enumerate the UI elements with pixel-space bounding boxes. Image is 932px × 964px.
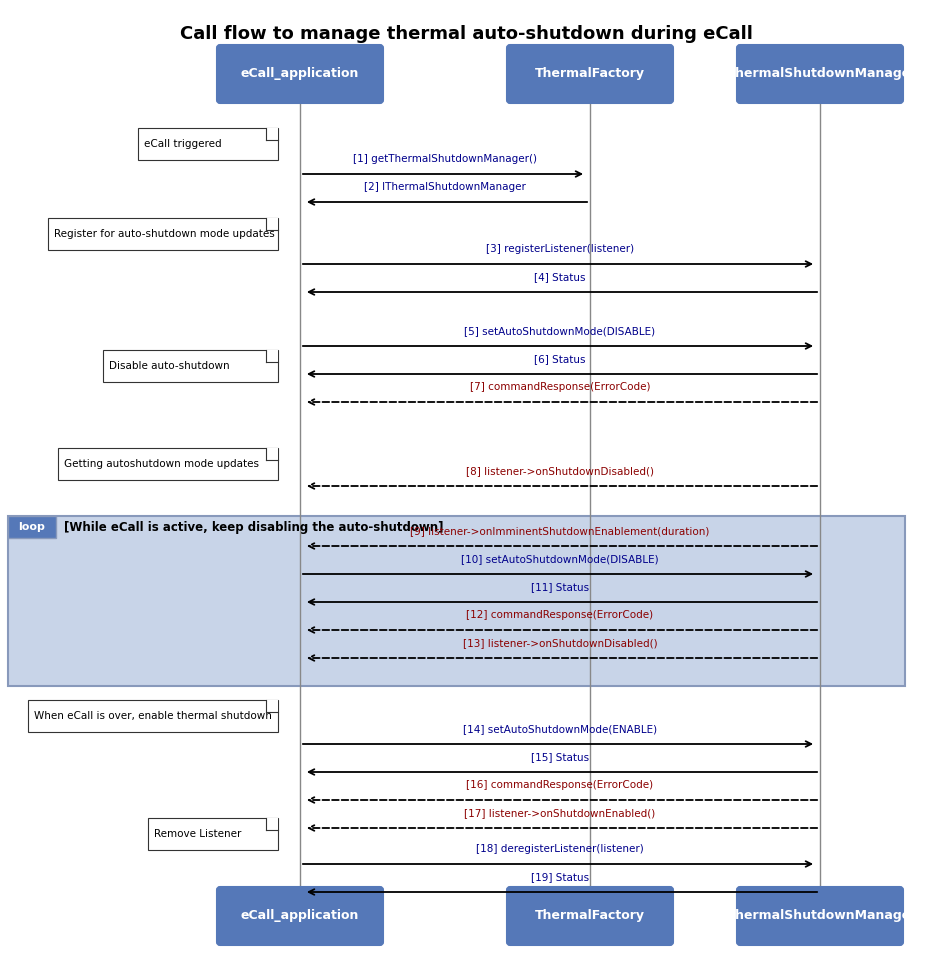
- Text: [8] listener->onShutdownDisabled(): [8] listener->onShutdownDisabled(): [466, 466, 654, 476]
- Text: [9] listener->onImminentShutdownEnablement(duration): [9] listener->onImminentShutdownEnableme…: [410, 526, 709, 536]
- Polygon shape: [266, 448, 278, 460]
- FancyBboxPatch shape: [217, 45, 383, 103]
- Bar: [48, 218, 278, 250]
- FancyBboxPatch shape: [737, 887, 903, 945]
- Text: loop: loop: [19, 522, 46, 532]
- Bar: [8, 516, 905, 686]
- Bar: [58, 448, 278, 480]
- Polygon shape: [266, 818, 278, 830]
- Text: [13] listener->onShutdownDisabled(): [13] listener->onShutdownDisabled(): [462, 638, 657, 648]
- FancyBboxPatch shape: [507, 45, 673, 103]
- Bar: [138, 128, 278, 160]
- Text: [3] registerListener(listener): [3] registerListener(listener): [486, 244, 634, 254]
- Text: [6] Status: [6] Status: [534, 354, 585, 364]
- Text: IThermalShutdownManager: IThermalShutdownManager: [723, 909, 917, 923]
- Polygon shape: [266, 700, 278, 712]
- Bar: [8, 516, 56, 538]
- Text: [While eCall is active, keep disabling the auto-shutdown]: [While eCall is active, keep disabling t…: [64, 521, 444, 533]
- Text: [11] Status: [11] Status: [531, 582, 589, 592]
- Text: eCall triggered: eCall triggered: [144, 139, 222, 149]
- Text: [1] getThermalShutdownManager(): [1] getThermalShutdownManager(): [353, 154, 537, 164]
- Text: eCall_application: eCall_application: [240, 909, 359, 923]
- Text: Disable auto-shutdown: Disable auto-shutdown: [109, 361, 229, 371]
- Text: Register for auto-shutdown mode updates: Register for auto-shutdown mode updates: [54, 229, 275, 239]
- Text: [7] commandResponse(ErrorCode): [7] commandResponse(ErrorCode): [470, 382, 651, 392]
- Text: When eCall is over, enable thermal shutdown: When eCall is over, enable thermal shutd…: [34, 711, 272, 721]
- Text: [12] commandResponse(ErrorCode): [12] commandResponse(ErrorCode): [466, 610, 653, 620]
- Text: Getting autoshutdown mode updates: Getting autoshutdown mode updates: [64, 459, 259, 469]
- Text: [15] Status: [15] Status: [531, 752, 589, 762]
- Text: Remove Listener: Remove Listener: [154, 829, 241, 839]
- Text: IThermalShutdownManager: IThermalShutdownManager: [723, 67, 917, 81]
- Text: ThermalFactory: ThermalFactory: [535, 67, 645, 81]
- FancyBboxPatch shape: [217, 887, 383, 945]
- Text: [2] IThermalShutdownManager: [2] IThermalShutdownManager: [364, 182, 526, 192]
- Text: eCall_application: eCall_application: [240, 67, 359, 81]
- Text: [19] Status: [19] Status: [531, 872, 589, 882]
- Text: [18] deregisterListener(listener): [18] deregisterListener(listener): [476, 844, 644, 854]
- Text: [14] setAutoShutdownMode(ENABLE): [14] setAutoShutdownMode(ENABLE): [463, 724, 657, 734]
- Polygon shape: [266, 218, 278, 230]
- Text: [17] listener->onShutdownEnabled(): [17] listener->onShutdownEnabled(): [464, 808, 655, 818]
- Text: ThermalFactory: ThermalFactory: [535, 909, 645, 923]
- Text: [5] setAutoShutdownMode(DISABLE): [5] setAutoShutdownMode(DISABLE): [464, 326, 655, 336]
- FancyBboxPatch shape: [507, 887, 673, 945]
- Bar: [28, 700, 278, 732]
- Text: [4] Status: [4] Status: [534, 272, 585, 282]
- Polygon shape: [266, 128, 278, 140]
- Text: Call flow to manage thermal auto-shutdown during eCall: Call flow to manage thermal auto-shutdow…: [180, 25, 752, 43]
- FancyBboxPatch shape: [737, 45, 903, 103]
- Bar: [103, 350, 278, 382]
- Text: [10] setAutoShutdownMode(DISABLE): [10] setAutoShutdownMode(DISABLE): [461, 554, 659, 564]
- Bar: [148, 818, 278, 850]
- Text: [16] commandResponse(ErrorCode): [16] commandResponse(ErrorCode): [466, 780, 653, 790]
- Polygon shape: [266, 350, 278, 362]
